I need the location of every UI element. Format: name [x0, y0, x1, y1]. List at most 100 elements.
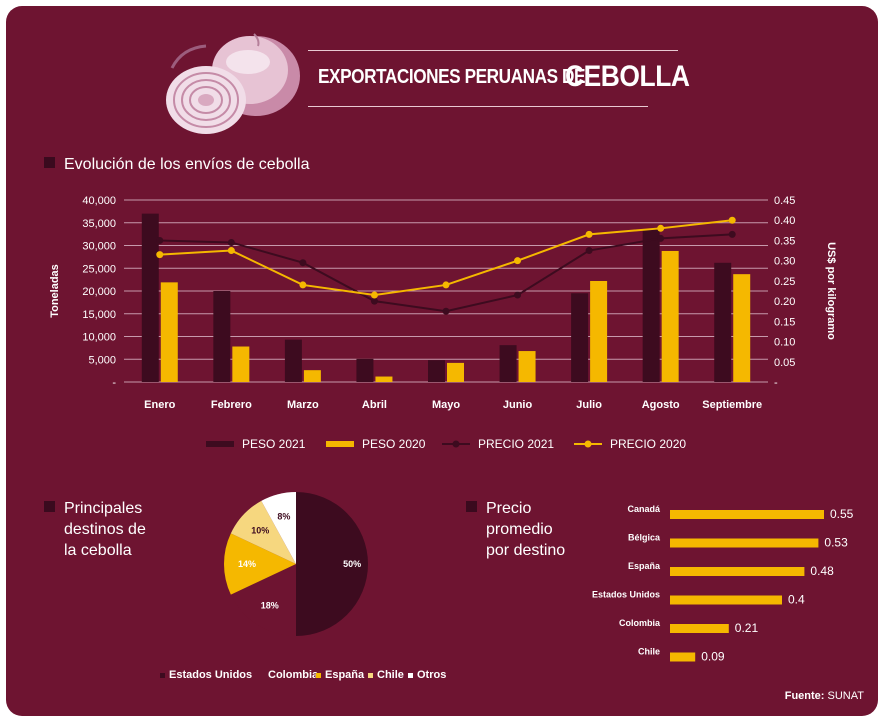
heading-line: Precio	[486, 500, 532, 517]
title-line-bottom	[308, 106, 648, 107]
y-tick-label: 35,000	[82, 218, 116, 230]
x-tick-label: Marzo	[287, 399, 319, 411]
infographic-title: EXPORTACIONES PERUANAS DE CEBOLLA	[318, 60, 690, 93]
legend-marker	[584, 440, 592, 448]
point-precio-2020	[514, 257, 522, 265]
x-tick-label: Febrero	[211, 399, 252, 411]
y-tick-label: 5,000	[88, 354, 116, 366]
section-heading-destinations: Principales destinos de la cebolla	[44, 498, 146, 561]
y-tick-label: 40,000	[82, 195, 116, 207]
section-heading-text: Evolución de los envíos de cebolla	[64, 156, 310, 173]
hbar-value-label: 0.21	[735, 621, 759, 635]
legend-swatch	[206, 441, 234, 447]
y-tick-label: 20,000	[82, 286, 116, 298]
pie-value-label: 18%	[261, 600, 279, 610]
section-bullet	[44, 157, 55, 168]
section-heading-price: Precio promedio por destino	[466, 498, 565, 561]
heading-line: Principales	[64, 500, 143, 517]
y-axis-label: Toneladas	[49, 264, 61, 318]
pie-value-label: 10%	[251, 525, 269, 535]
bar-peso-2021	[284, 339, 302, 382]
point-precio-2021	[442, 307, 450, 315]
bar-peso-2020	[518, 351, 536, 382]
y2-tick-label: 0.15	[774, 316, 795, 328]
point-precio-2020	[442, 281, 450, 289]
y2-tick-label: 0.45	[774, 195, 795, 207]
pie-legend-swatch	[408, 673, 413, 678]
y2-tick-label: 0.25	[774, 276, 795, 288]
bar-peso-2021	[571, 293, 589, 382]
section-heading-evolution: Evolución de los envíos de cebolla	[44, 154, 310, 175]
point-precio-2020	[299, 281, 307, 289]
legend-label: PESO 2020	[362, 437, 426, 451]
hbar-bar	[670, 652, 696, 662]
hbar-category-label: España	[628, 561, 661, 571]
y2-tick-label: 0.20	[774, 296, 795, 308]
y2-tick-label: 0.05	[774, 357, 795, 369]
x-tick-label: Agosto	[642, 399, 680, 411]
pie-slice	[261, 492, 296, 564]
hbar-value-label: 0.09	[701, 650, 725, 663]
pie-legend-label: Estados Unidos	[169, 669, 252, 681]
point-precio-2020	[227, 247, 235, 255]
pie-value-label: 8%	[277, 512, 290, 522]
legend-label: PESO 2021	[242, 437, 306, 451]
hbar-value-label: 0.4	[788, 593, 805, 607]
hbar-bar	[670, 567, 805, 576]
y-tick-label: -	[112, 377, 116, 389]
point-precio-2021	[585, 247, 593, 255]
pie-slice	[230, 500, 296, 564]
x-tick-label: Septiembre	[702, 399, 762, 411]
pie-legend-swatch	[160, 673, 165, 678]
hbar-category-label: Canadá	[627, 504, 661, 514]
bar-peso-2021	[428, 360, 445, 382]
hbar-category-label: Colombia	[619, 618, 661, 628]
pie-legend-swatch	[316, 673, 321, 678]
pie-value-label: 50%	[343, 559, 361, 569]
x-tick-label: Abril	[362, 399, 387, 411]
y-tick-label: 25,000	[82, 263, 116, 275]
pie-value-label: 14%	[238, 559, 256, 569]
point-precio-2021	[299, 259, 307, 267]
hbar-value-label: 0.48	[810, 564, 834, 578]
section-bullet	[44, 501, 55, 512]
point-precio-2021	[370, 297, 378, 305]
y2-tick-label: 0.30	[774, 256, 795, 268]
onion-illustration	[166, 33, 300, 134]
price-bar-chart: Canadá 0.55 Bélgica 0.53 España 0.48 Estados U…	[592, 504, 854, 663]
point-precio-2021	[227, 238, 235, 246]
heading-line: destinos de	[64, 521, 146, 538]
point-precio-2020	[728, 216, 736, 224]
y2-tick-label: -	[774, 377, 778, 389]
title-main: CEBOLLA	[565, 60, 690, 93]
hbar-bar	[670, 624, 729, 633]
source-value: SUNAT	[827, 690, 864, 702]
bar-peso-2021	[141, 213, 159, 382]
hbar-value-label: 0.55	[830, 507, 854, 521]
source-label: Fuente:	[784, 690, 825, 702]
bar-peso-2020	[303, 370, 321, 382]
pie-slice	[224, 533, 296, 595]
hbar-bar	[670, 538, 819, 548]
pie-slice	[230, 564, 296, 636]
bar-peso-2021	[714, 262, 732, 382]
bar-peso-2021	[213, 291, 231, 382]
legend-label: PRECIO 2021	[478, 437, 554, 451]
point-precio-2020	[156, 251, 164, 259]
x-tick-label: Junio	[503, 399, 533, 411]
pie-slice	[296, 492, 368, 636]
heading-line: la cebolla	[64, 542, 132, 559]
y2-axis-label: US$ por kilogramo	[825, 242, 837, 340]
hbar-bar	[670, 595, 782, 605]
hbar-category-label: Bélgica	[628, 533, 661, 543]
point-precio-2020	[370, 291, 378, 299]
hbar-value-label: 0.53	[824, 536, 848, 550]
y2-tick-label: 0.10	[774, 337, 795, 349]
x-tick-label: Mayo	[432, 399, 460, 411]
point-precio-2020	[585, 230, 593, 238]
pie-legend-swatch	[259, 673, 264, 678]
legend-label: PRECIO 2020	[610, 437, 686, 451]
point-precio-2021	[514, 291, 522, 299]
bar-peso-2020	[447, 362, 464, 382]
bar-peso-2020	[590, 280, 608, 382]
